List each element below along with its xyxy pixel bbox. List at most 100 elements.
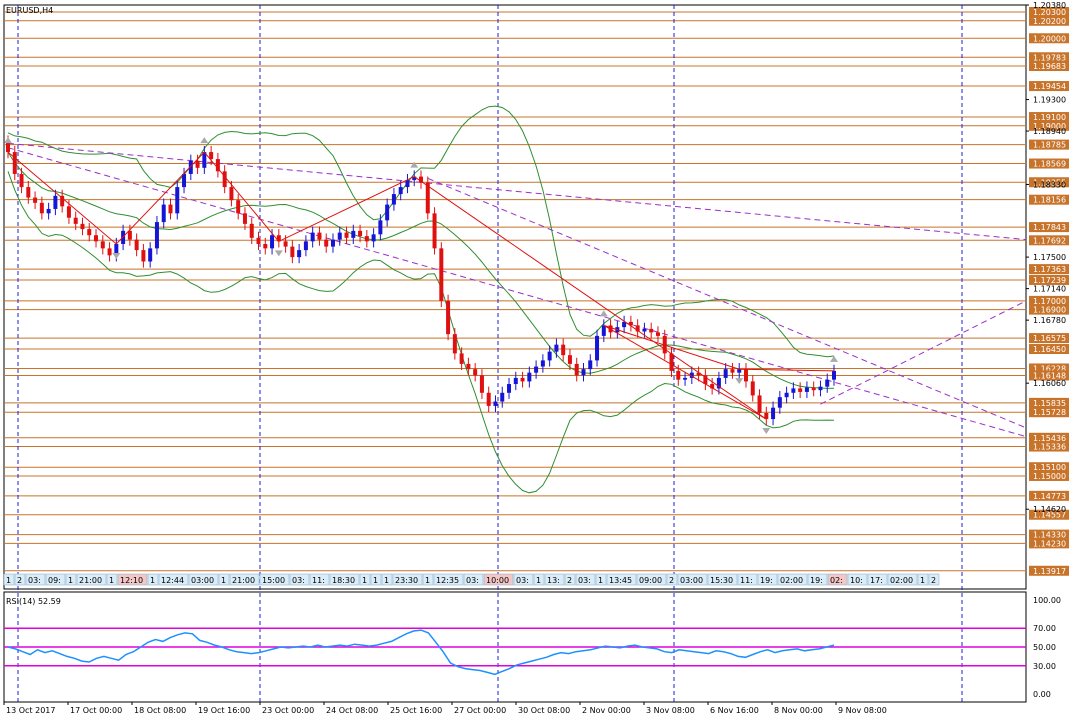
bear-candle [229, 187, 234, 201]
bear-candle [743, 369, 748, 382]
bear-candle [276, 235, 281, 242]
price-level-tag-text: 1.15336 [1033, 443, 1066, 452]
bear-candle [425, 182, 430, 214]
session-tag-text: 03: [28, 576, 41, 585]
session-tag-text: 09: [48, 576, 61, 585]
bear-candle [757, 395, 762, 413]
bear-candle [290, 246, 295, 258]
bull-candle [723, 369, 728, 378]
session-tag [887, 573, 918, 586]
bear-candle [764, 412, 769, 420]
price-level-tag [1029, 120, 1069, 131]
rsi-tick-label: 30.00 [1033, 662, 1056, 671]
fractal-up-icon [410, 161, 419, 168]
price-level-tag-text: 1.16228 [1033, 364, 1066, 373]
price-level-tag [1029, 462, 1069, 473]
bull-candle [642, 328, 647, 332]
bear-candle [635, 325, 640, 332]
session-tag-text: 1 [6, 576, 11, 585]
session-tag-text: 11: [740, 576, 753, 585]
bear-candle [703, 375, 708, 385]
price-tick-label: 1.19300 [1033, 96, 1066, 105]
price-level-tag-text: 1.19100 [1033, 113, 1066, 122]
session-tag [147, 573, 159, 586]
bear-candle [479, 375, 484, 393]
bear-candle [39, 202, 44, 214]
chart-title: EURUSD,H4 [6, 6, 53, 15]
fractal-down-icon [735, 378, 744, 385]
price-tick-label: 1.14620 [1033, 505, 1066, 514]
session-tag [917, 573, 929, 586]
price-level-tag-text: 1.15728 [1033, 408, 1066, 417]
bear-candle [222, 171, 227, 188]
bear-candle [236, 200, 241, 214]
session-tag-text: 2 [567, 576, 572, 585]
session-tag [25, 573, 46, 586]
session-tag-text: 02: [830, 576, 843, 585]
bear-candle [195, 160, 200, 168]
session-tag [928, 573, 940, 586]
price-level-tag-text: 1.19683 [1033, 62, 1066, 71]
price-level-tag-text: 1.20300 [1033, 8, 1066, 17]
time-tick-label: 9 Nov 08:00 [838, 706, 887, 715]
bear-candle [33, 197, 38, 203]
bull-candle [818, 386, 823, 391]
bear-candle [567, 355, 572, 364]
session-tag-text: 1 [425, 576, 430, 585]
bear-candle [19, 173, 24, 188]
session-tag-text: 1 [598, 576, 603, 585]
bollinger-bands [7, 105, 835, 494]
price-level-tag [1029, 274, 1069, 285]
session-tag [513, 573, 534, 586]
price-level-tag [1029, 52, 1069, 63]
session-tag-text: 2 [17, 576, 22, 585]
price-level-tag-text: 1.14330 [1033, 531, 1066, 540]
session-tag [666, 573, 678, 586]
bear-candle [473, 369, 478, 376]
bull-candle [297, 250, 302, 258]
bear-candle [676, 370, 681, 380]
fractal-up-icon [599, 310, 608, 317]
trend-channel-line [7, 142, 1027, 241]
rsi-line [7, 629, 835, 676]
time-tick-label: 18 Oct 08:00 [134, 706, 186, 715]
bull-candle [804, 387, 809, 392]
session-tag [422, 573, 434, 586]
price-level-tag [1029, 295, 1069, 306]
bull-candle [385, 204, 390, 221]
bear-candle [466, 363, 471, 370]
session-tag-text: 1 [221, 576, 226, 585]
price-level-tag-text: 1.19454 [1033, 82, 1066, 91]
session-tag-text: 18:30 [332, 576, 355, 585]
bear-candle [811, 387, 816, 391]
price-level-tag-text: 1.19000 [1033, 122, 1066, 131]
session-label-row: 1 2 03: 09: 1 21:00 1 12:10 1 12:44 03:00 1 21:00 15:… [3, 573, 940, 586]
session-tag [636, 573, 667, 586]
session-tag [433, 573, 464, 586]
price-level-tag [1029, 397, 1069, 408]
session-tag [677, 573, 708, 586]
fractal-down-icon [274, 250, 283, 257]
time-tick-label: 25 Oct 16:00 [390, 706, 442, 715]
session-tag [117, 573, 148, 586]
bull-candle [716, 377, 721, 389]
price-level-tag [1029, 470, 1069, 481]
session-tag [392, 573, 423, 586]
bear-candle [669, 353, 674, 371]
session-tag [65, 573, 77, 586]
price-level-tag [1029, 304, 1069, 315]
price-level-tag-text: 1.18355 [1033, 178, 1066, 187]
bull-candle [683, 377, 688, 380]
zigzag-line [7, 151, 835, 420]
session-tag-text: 11: [312, 576, 325, 585]
price-level-tag-text: 1.15835 [1033, 399, 1066, 408]
price-tick-label: 1.18330 [1033, 180, 1066, 189]
bear-candle [317, 232, 322, 240]
bull-candle [412, 176, 417, 181]
session-tag [564, 573, 576, 586]
bull-candle [330, 239, 335, 247]
price-level-tag [1029, 490, 1069, 501]
bear-candle [209, 152, 214, 160]
